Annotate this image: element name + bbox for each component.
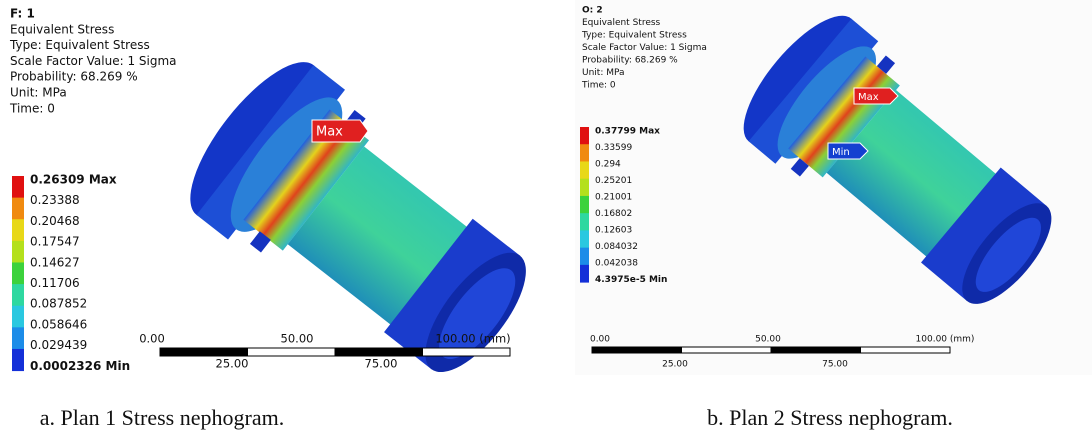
legend-band — [580, 144, 589, 162]
legend-label: 0.058646 — [30, 317, 87, 331]
header-line: Equivalent Stress — [10, 22, 114, 36]
header-line: Probability: 68.269 % — [10, 70, 138, 84]
legend-band — [12, 219, 24, 241]
legend-label: 0.17547 — [30, 235, 80, 249]
scale-segment — [861, 347, 951, 353]
legend-band — [580, 248, 589, 266]
header-line: Unit: MPa — [582, 68, 625, 78]
scale-segment — [771, 347, 861, 353]
legend-label: 0.21001 — [595, 193, 632, 203]
legend-label: 0.25201 — [595, 176, 632, 186]
legend-band — [12, 262, 24, 284]
header-line: Unit: MPa — [10, 86, 67, 100]
header-line: Type: Equivalent Stress — [581, 31, 687, 41]
scale-label: 25.00 — [662, 360, 688, 370]
scale-label: 0.00 — [590, 335, 610, 345]
legend-band — [12, 349, 24, 371]
scale-label: 0.00 — [139, 332, 165, 346]
header-line: Scale Factor Value: 1 Sigma — [582, 43, 707, 53]
legend-band — [580, 179, 589, 197]
scale-label: 25.00 — [216, 357, 249, 371]
caption: a. Plan 1 Stress nephogram. — [40, 405, 284, 430]
header-line: Time: 0 — [9, 101, 55, 115]
header-line: Type: Equivalent Stress — [9, 38, 150, 52]
scale-segment — [592, 347, 682, 353]
scale-segment — [248, 348, 336, 356]
legend-label: 0.029439 — [30, 338, 87, 352]
scale-label: 100.00 (mm) — [916, 335, 975, 345]
legend-band — [580, 213, 589, 231]
legend-label: 0.20468 — [30, 214, 80, 228]
scale-label: 50.00 — [281, 332, 314, 346]
scale-segment — [682, 347, 772, 353]
legend-band — [12, 198, 24, 220]
legend-label: 0.294 — [595, 160, 621, 170]
scale-segment — [335, 348, 423, 356]
caption: b. Plan 2 Stress nephogram. — [707, 405, 953, 430]
legend-label: 0.33599 — [595, 143, 632, 153]
legend-label: 0.12603 — [595, 226, 632, 236]
legend-band — [580, 196, 589, 214]
header-line: O: 2 — [582, 6, 603, 16]
scale-label: 75.00 — [365, 357, 398, 371]
legend-band — [580, 127, 589, 145]
scale-label: 50.00 — [755, 335, 781, 345]
legend-band — [580, 230, 589, 248]
legend-label: 0.0002326 Min — [30, 359, 130, 373]
legend-label: 0.14627 — [30, 255, 80, 269]
scale-label: 75.00 — [822, 360, 848, 370]
probe-label: Max — [316, 125, 343, 140]
legend-band — [12, 241, 24, 263]
scale-label: 100.00 (mm) — [435, 332, 510, 346]
legend-band — [12, 284, 24, 306]
scale-segment — [160, 348, 248, 356]
scale-segment — [423, 348, 511, 356]
legend-label: 0.37799 Max — [595, 127, 660, 137]
header-line: Equivalent Stress — [582, 18, 661, 28]
legend-band — [12, 306, 24, 328]
legend-label: 0.26309 Max — [30, 173, 117, 187]
legend-band — [12, 327, 24, 349]
figure: F: 1Equivalent StressType: Equivalent St… — [0, 0, 1092, 447]
probe-label: Max — [858, 92, 879, 103]
legend-label: 4.3975e-5 Min — [595, 275, 667, 285]
probe-label: Min — [832, 147, 850, 158]
legend-band — [580, 265, 589, 283]
legend-label: 0.23388 — [30, 193, 80, 207]
legend-band — [12, 176, 24, 198]
legend-label: 0.087852 — [30, 297, 87, 311]
header-line: Scale Factor Value: 1 Sigma — [10, 54, 177, 68]
legend-label: 0.16802 — [595, 209, 632, 219]
header-line: Probability: 68.269 % — [582, 56, 678, 66]
legend-label: 0.084032 — [595, 242, 638, 252]
legend-label: 0.042038 — [595, 259, 638, 269]
legend-band — [580, 161, 589, 179]
header-line: Time: 0 — [581, 81, 616, 91]
legend-label: 0.11706 — [30, 276, 80, 290]
header-line: F: 1 — [10, 7, 35, 21]
